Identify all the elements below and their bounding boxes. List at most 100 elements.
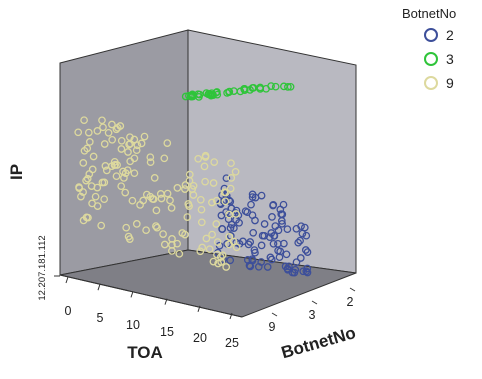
point-series-9 <box>229 237 238 246</box>
point-series-9 <box>136 201 144 209</box>
point-series-3 <box>181 92 190 101</box>
point-series-9 <box>232 210 240 218</box>
point-series-9 <box>227 174 236 182</box>
point-series-2 <box>265 233 274 242</box>
point-series-9 <box>160 154 169 163</box>
point-series-2 <box>274 226 283 235</box>
point-series-9 <box>130 135 139 144</box>
point-series-9 <box>150 174 159 182</box>
point-series-2 <box>301 246 310 254</box>
point-series-9 <box>112 125 121 134</box>
point-series-9 <box>137 139 146 148</box>
point-series-9 <box>130 154 139 163</box>
point-series-2 <box>277 217 286 225</box>
point-series-2 <box>296 236 304 245</box>
point-series-2 <box>226 224 235 232</box>
point-series-9 <box>209 179 218 187</box>
y-axis-title: IP <box>7 164 26 180</box>
z-axis-title: BotnetNo <box>279 323 358 362</box>
point-series-9 <box>93 183 102 192</box>
tick-marks <box>54 275 356 320</box>
point-series-9 <box>108 120 116 129</box>
point-series-2 <box>263 263 272 271</box>
x-tick-label: 20 <box>193 331 207 345</box>
point-series-9 <box>214 259 222 268</box>
point-series-9 <box>84 128 93 137</box>
legend-label: 2 <box>446 27 454 43</box>
point-series-2 <box>281 262 290 271</box>
point-series-9 <box>183 213 192 221</box>
point-series-9 <box>117 136 126 145</box>
point-series-2 <box>247 200 255 209</box>
point-series-9 <box>79 188 87 196</box>
tick-mark <box>65 276 69 284</box>
point-series-2 <box>244 240 253 249</box>
point-series-9 <box>213 238 222 246</box>
point-series-9 <box>153 223 161 232</box>
point-series-9 <box>124 148 132 156</box>
point-series-9 <box>107 162 116 171</box>
point-series-9 <box>97 221 106 230</box>
point-series-2 <box>282 250 291 259</box>
point-series-2 <box>274 239 282 248</box>
point-series-9 <box>166 196 174 205</box>
z-tick-label: 2 <box>347 295 354 309</box>
point-series-3 <box>185 91 193 100</box>
point-series-2 <box>300 223 309 232</box>
point-series-2 <box>230 224 238 232</box>
point-series-9 <box>80 146 89 155</box>
point-series-2 <box>222 174 231 183</box>
point-series-2 <box>260 220 269 228</box>
point-series-9 <box>152 206 161 215</box>
point-series-9 <box>205 245 214 254</box>
point-series-3 <box>195 93 203 101</box>
point-series-9 <box>119 167 127 176</box>
point-series-9 <box>168 235 176 243</box>
point-series-9 <box>152 222 160 230</box>
x-tick-label: 25 <box>225 336 239 350</box>
point-series-2 <box>269 239 278 248</box>
point-series-9 <box>208 230 216 239</box>
point-series-9 <box>201 177 209 186</box>
point-series-2 <box>303 248 312 256</box>
points-layer <box>74 82 312 277</box>
legend-label: 3 <box>446 51 454 67</box>
point-series-9 <box>112 172 121 181</box>
point-series-9 <box>126 133 134 142</box>
point-series-9 <box>212 196 221 205</box>
point-series-2 <box>248 255 257 264</box>
point-series-9 <box>121 188 130 197</box>
point-series-9 <box>83 174 92 183</box>
y-tick-label: 12.207.181.112 <box>37 235 48 300</box>
point-series-9 <box>122 223 131 232</box>
point-series-9 <box>222 263 231 271</box>
point-series-2 <box>248 211 257 220</box>
legend-circle-icon <box>424 76 438 90</box>
point-series-2 <box>268 213 276 221</box>
point-series-2 <box>232 206 241 215</box>
point-series-9 <box>209 257 218 266</box>
scatter-3d-chart: 0 5 10 15 20 25 9 3 2 12.207.181.112 TOA… <box>7 29 358 362</box>
point-series-3 <box>271 82 280 91</box>
point-series-2 <box>251 193 260 202</box>
point-series-9 <box>117 182 126 191</box>
point-series-2 <box>226 256 235 265</box>
point-series-3 <box>286 82 295 91</box>
tick-mark <box>164 298 168 305</box>
point-series-9 <box>100 195 109 204</box>
point-series-9 <box>188 185 197 193</box>
point-series-9 <box>159 230 167 238</box>
point-series-2 <box>276 205 285 214</box>
point-series-2 <box>292 258 301 267</box>
point-series-2 <box>235 218 243 227</box>
z-tick-label: 9 <box>269 320 276 334</box>
point-series-2 <box>257 241 266 250</box>
point-series-9 <box>130 169 139 178</box>
point-series-9 <box>210 158 219 166</box>
legend-label: 9 <box>446 75 454 91</box>
legend-item-9: 9 <box>402 71 480 95</box>
point-series-9 <box>202 234 211 243</box>
point-series-2 <box>303 268 312 277</box>
tick-mark <box>97 284 101 291</box>
point-series-9 <box>175 249 184 258</box>
